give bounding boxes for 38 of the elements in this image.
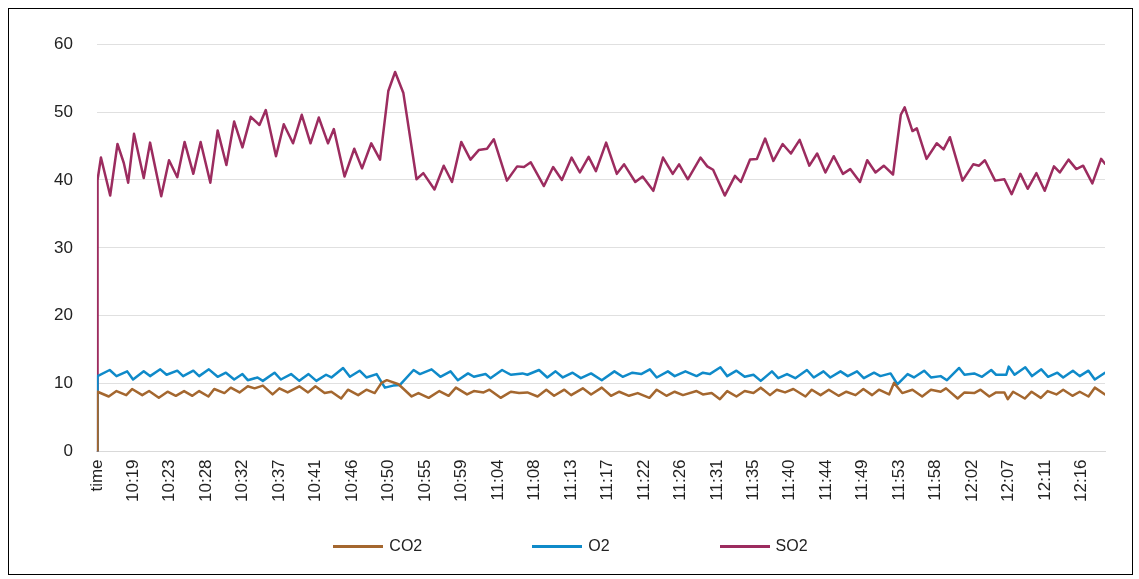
- x-tick-label: 10:59: [451, 459, 471, 503]
- y-tick-label: 50: [53, 101, 73, 121]
- x-tick-label: 10:50: [378, 459, 398, 503]
- x-tick-label: 11:58: [925, 459, 945, 501]
- x-tick-label: 11:26: [669, 459, 689, 501]
- x-tick-label: 10:46: [341, 459, 361, 503]
- x-tick-label: 10:37: [268, 459, 288, 503]
- y-tick-label: 20: [53, 305, 73, 325]
- y-tick-label: 30: [53, 237, 73, 257]
- x-tick-label: 12:07: [998, 459, 1018, 503]
- x-tick-label: 12:02: [961, 459, 981, 503]
- x-tick-label: 11:04: [487, 459, 507, 501]
- x-tick-label: time: [86, 459, 106, 492]
- x-tick-label: 10:19: [123, 459, 143, 503]
- x-tick-label: 11:40: [779, 459, 799, 501]
- x-tick-label: 10:55: [414, 459, 434, 503]
- legend-label: SO2: [775, 537, 808, 555]
- legend-label: O2: [588, 537, 610, 555]
- x-tick-label: 10:41: [305, 459, 325, 503]
- x-tick-label: 11:17: [596, 459, 616, 501]
- y-tick-label: 40: [53, 169, 73, 189]
- x-tick-label: 10:28: [196, 459, 215, 503]
- x-tick-label: 11:13: [560, 459, 580, 501]
- x-tick-label: 12:11: [1034, 459, 1054, 501]
- y-tick-label: 0: [63, 441, 73, 461]
- y-tick-label: 60: [53, 33, 73, 53]
- x-tick-label: 11:44: [815, 459, 835, 501]
- x-tick-label: 10:23: [159, 459, 179, 503]
- x-tick-label: 10:32: [232, 459, 252, 503]
- x-tick-label: 11:31: [706, 459, 726, 501]
- x-tick-label: 11:35: [742, 459, 762, 501]
- x-tick-label: 12:16: [1071, 459, 1091, 503]
- x-tick-label: 11:22: [633, 459, 653, 501]
- x-tick-label: 11:08: [524, 459, 544, 501]
- y-tick-label: 10: [53, 373, 73, 393]
- x-tick-label: 11:49: [852, 459, 872, 501]
- x-tick-label: 11:53: [888, 459, 908, 501]
- legend-label: CO2: [389, 537, 423, 555]
